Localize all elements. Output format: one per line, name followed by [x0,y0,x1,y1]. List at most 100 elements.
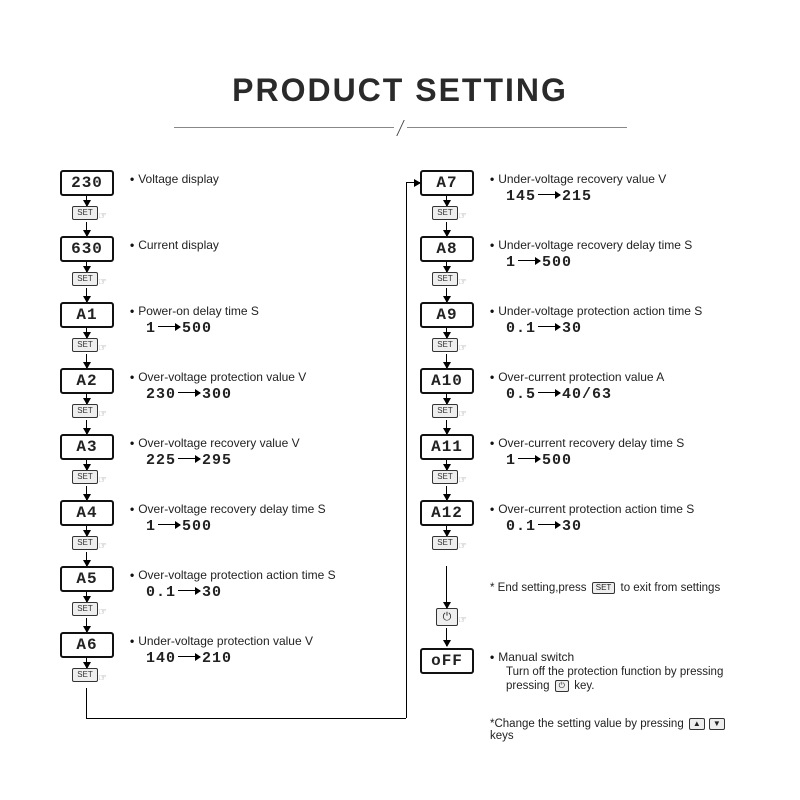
setting-label: •Under-voltage protection action time S [490,304,702,318]
note-change-suffix: keys [490,730,514,742]
lcd-display: A1 [60,302,114,328]
flow-line [86,262,87,272]
set-key-icon: SET☞ [72,602,98,616]
manual-desc-key-prefix: pressing [506,680,549,692]
setting-label: •Under-voltage protection value V [130,634,313,648]
hand-cursor-icon: ☞ [458,343,467,355]
setting-label: •Under-voltage recovery value V [490,172,666,186]
flow-line [86,658,87,668]
flow-line [446,628,447,646]
manual-desc: Turn off the protection function by pres… [506,666,723,678]
flow-line [86,486,87,500]
setting-range: 1500 [506,254,572,271]
setting-item: A1•Power-on delay time S1500 [60,302,400,352]
hand-cursor-icon: ☞ [98,343,107,355]
hand-cursor-icon: ☞ [98,277,107,289]
setting-item: A7 •Under-voltage recovery value V 145215 [420,170,760,220]
flow-line [406,182,407,718]
hand-cursor-icon: ☞ [98,541,107,553]
hand-cursor-icon: ☞ [458,211,467,223]
flow-line [86,222,87,236]
hand-cursor-icon: ☞ [98,607,107,619]
settings-flow-diagram: 230•Voltage displaySET☞630•Current displ… [60,170,750,770]
setting-label: •Over-voltage protection action time S [130,568,336,582]
setting-item-manual: oFF •Manual switch Turn off the protecti… [420,648,760,698]
manual-desc2-text: key. [574,680,594,692]
set-key-icon: SET☞ [72,272,98,286]
setting-item: A8 •Under-voltage recovery delay time S 15… [420,236,760,286]
setting-label: •Power-on delay time S [130,304,259,318]
flow-line [86,288,87,302]
lcd-display: A3 [60,434,114,460]
lcd-display: 630 [60,236,114,262]
hand-cursor-icon: ☞ [458,409,467,421]
set-key-icon: SET☞ [432,470,458,484]
set-key-icon: SET [592,582,616,594]
setting-range: 145215 [506,188,592,205]
setting-label: •Over-voltage protection value V [130,370,306,384]
lcd-display: A7 [420,170,474,196]
setting-item: A12•Over-current protection action time … [420,500,760,550]
flow-line [446,394,447,404]
hand-cursor-icon: ☞ [98,409,107,421]
down-key-icon: ▼ [709,718,725,730]
setting-item: A9 •Under-voltage protection action time … [420,302,760,352]
power-symbol: ⏻ [443,611,452,623]
lcd-display: 230 [60,170,114,196]
set-key-icon: SET☞ [432,338,458,352]
flow-line [86,526,87,536]
hand-cursor-icon: ☞ [98,673,107,685]
lcd-display: A9 [420,302,474,328]
setting-label: •Over-voltage recovery value V [130,436,300,450]
flow-line [86,592,87,602]
setting-range: 1500 [146,518,212,535]
setting-label: •Under-voltage recovery delay time S [490,238,692,252]
flow-line [446,262,447,272]
flow-line [446,288,447,302]
flow-line [446,420,447,434]
note-change-prefix: *Change the setting value by pressing [490,718,684,730]
flow-line [446,486,447,500]
flow-line [446,566,447,608]
setting-item: A6•Under-voltage protection value V14021… [60,632,400,682]
power-key-icon: ⏻ ☞ [436,608,458,626]
set-key-icon: SET☞ [72,668,98,682]
set-key-icon: SET☞ [432,272,458,286]
setting-item: A11•Over-current recovery delay time S15… [420,434,760,484]
note-end-suffix: to exit from settings [621,582,721,594]
flow-line [446,328,447,338]
setting-label: •Voltage display [130,172,219,186]
setting-range: 225295 [146,452,232,469]
setting-item: 630•Current display [60,236,400,286]
flow-line [446,460,447,470]
flow-line [446,196,447,206]
setting-range: 0.130 [146,584,222,601]
manual-desc-text: Turn off the protection function by pres… [506,666,723,678]
power-key-inline-icon: ⏻ [555,680,569,692]
setting-range: 230300 [146,386,232,403]
lcd-display: oFF [420,648,474,674]
flow-line [86,460,87,470]
setting-item: 230 •Voltage display [60,170,400,220]
setting-item: A5•Over-voltage protection action time S… [60,566,400,616]
flow-arrow [406,182,420,183]
manual-desc2: pressing ⏻ key. [506,680,594,692]
setting-item: A3 •Over-voltage recovery value V 225295 [60,434,400,484]
setting-label: •Manual switch [490,650,574,664]
flow-line [446,222,447,236]
set-key-icon: SET☞ [432,404,458,418]
note-end-setting: * End setting,press SET to exit from set… [490,582,720,594]
lcd-display: A4 [60,500,114,526]
set-key-icon: SET☞ [72,206,98,220]
page-title: PRODUCT SETTING [0,0,800,109]
hand-cursor-icon: ☞ [98,211,107,223]
setting-range: 0.540/63 [506,386,612,403]
setting-item: A4 •Over-voltage recovery delay time S 150… [60,500,400,550]
setting-label: •Over-voltage recovery delay time S [130,502,326,516]
hand-cursor-icon: ☞ [458,475,467,487]
lcd-display: A8 [420,236,474,262]
set-key-icon: SET☞ [72,338,98,352]
flow-line [86,688,87,718]
lcd-display: A11 [420,434,474,460]
flow-line [86,394,87,404]
